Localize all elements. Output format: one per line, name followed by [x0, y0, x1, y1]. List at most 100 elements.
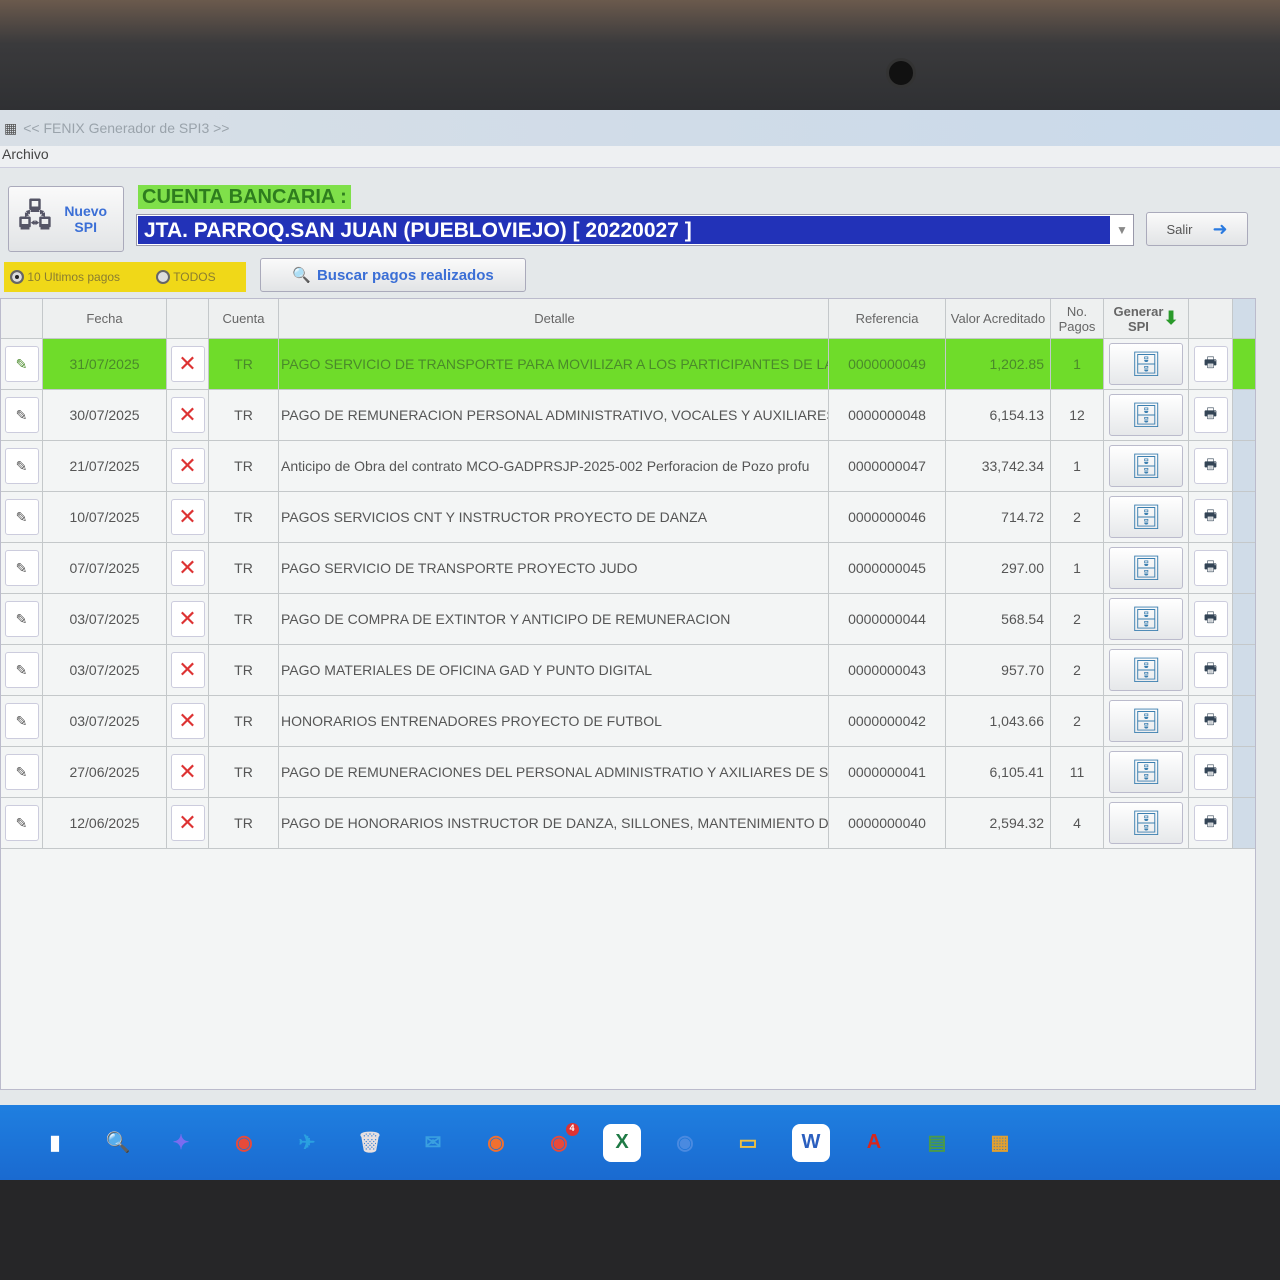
generar-spi-button[interactable]: 🗄 — [1109, 802, 1183, 844]
edit-icon[interactable]: ✎ — [4, 346, 39, 382]
edit-icon[interactable]: ✎ — [4, 754, 39, 790]
edit-icon[interactable]: ✎ — [4, 499, 39, 535]
print-icon[interactable]: 🖶 — [1193, 550, 1228, 586]
cell-fecha: 30/07/2025 — [43, 390, 167, 440]
salir-button[interactable]: Salir ➜ — [1146, 212, 1248, 246]
excel-icon[interactable]: X — [603, 1123, 641, 1162]
generar-spi-button[interactable]: 🗄 — [1109, 547, 1183, 589]
edit-icon[interactable]: ✎ — [4, 397, 39, 433]
scrollbar-track[interactable] — [1233, 645, 1255, 695]
generar-spi-button[interactable]: 🗄 — [1109, 751, 1183, 793]
chrome-profile-icon[interactable]: ◉ — [676, 1132, 694, 1154]
generar-spi-button[interactable]: 🗄 — [1109, 445, 1183, 487]
nuevo-spi-button[interactable]: 🖧 Nuevo SPI — [8, 186, 124, 252]
acrobat-icon[interactable]: A — [866, 1131, 882, 1153]
edit-icon[interactable]: ✎ — [4, 652, 39, 688]
chrome-badge-icon[interactable]: ◉ 4 — [540, 1123, 579, 1162]
print-icon[interactable]: 🖶 — [1193, 448, 1228, 484]
cell-pagos: 1 — [1051, 339, 1104, 389]
generar-spi-button[interactable]: 🗄 — [1109, 394, 1183, 436]
delete-icon[interactable]: ✕ — [170, 703, 205, 739]
table-row[interactable]: ✎ 21/07/2025 ✕ TR Anticipo de Obra del c… — [1, 441, 1255, 492]
radio-10-ultimos[interactable]: 10 Ultimos pagos — [10, 270, 120, 285]
header-detalle[interactable]: Detalle — [279, 299, 829, 338]
app-icon[interactable]: ▤ — [927, 1132, 947, 1154]
print-icon[interactable]: 🖶 — [1193, 652, 1228, 688]
table-row[interactable]: ✎ 31/07/2025 ✕ TR PAGO SERVICIO DE TRANS… — [1, 339, 1255, 390]
delete-icon[interactable]: ✕ — [170, 652, 205, 688]
table-row[interactable]: ✎ 03/07/2025 ✕ TR PAGO DE COMPRA DE EXTI… — [1, 594, 1255, 645]
header-generar[interactable]: Generar SPI ⬇ — [1104, 299, 1189, 338]
scrollbar-track[interactable] — [1233, 441, 1255, 491]
print-icon[interactable]: 🖶 — [1193, 703, 1228, 739]
edit-icon[interactable]: ✎ — [4, 448, 39, 484]
delete-icon[interactable]: ✕ — [170, 805, 205, 841]
print-icon[interactable]: 🖶 — [1193, 346, 1228, 382]
scrollbar-track[interactable] — [1233, 543, 1255, 593]
generar-spi-button[interactable]: 🗄 — [1109, 496, 1183, 538]
windows-icon[interactable]: ▮ — [49, 1132, 61, 1154]
cell-cuenta: TR — [209, 798, 279, 848]
cell-pagos: 1 — [1051, 543, 1104, 593]
delete-icon[interactable]: ✕ — [170, 754, 205, 790]
table-row[interactable]: ✎ 03/07/2025 ✕ TR PAGO MATERIALES DE OFI… — [1, 645, 1255, 696]
server-stack-icon: 🗄 — [1130, 656, 1162, 684]
buscar-pagos-button[interactable]: 🔍 Buscar pagos realizados — [260, 258, 526, 292]
firefox-icon[interactable]: ◉ — [487, 1132, 505, 1154]
telegram-icon[interactable]: ✈ — [298, 1132, 316, 1154]
mail-icon[interactable]: ✉ — [424, 1132, 442, 1154]
scrollbar-track[interactable] — [1233, 798, 1255, 848]
header-cuenta[interactable]: Cuenta — [209, 299, 279, 338]
scrollbar-track[interactable] — [1233, 696, 1255, 746]
table-row[interactable]: ✎ 27/06/2025 ✕ TR PAGO DE REMUNERACIONES… — [1, 747, 1255, 798]
edit-icon[interactable]: ✎ — [4, 805, 39, 841]
generar-spi-button[interactable]: 🗄 — [1109, 343, 1183, 385]
scrollbar-track[interactable] — [1233, 594, 1255, 644]
chrome-icon[interactable]: ◉ — [235, 1132, 253, 1154]
fenix-icon[interactable]: ▦ — [990, 1132, 1010, 1154]
generar-spi-button[interactable]: 🗄 — [1109, 700, 1183, 742]
folder-icon[interactable]: ▭ — [738, 1132, 758, 1154]
generar-spi-button[interactable]: 🗄 — [1109, 649, 1183, 691]
table-row[interactable]: ✎ 03/07/2025 ✕ TR HONORARIOS ENTRENADORE… — [1, 696, 1255, 747]
scrollbar-track[interactable] — [1233, 747, 1255, 797]
edit-icon[interactable]: ✎ — [4, 703, 39, 739]
table-row[interactable]: ✎ 07/07/2025 ✕ TR PAGO SERVICIO DE TRANS… — [1, 543, 1255, 594]
cell-valor: 957.70 — [946, 645, 1051, 695]
word-icon[interactable]: W — [792, 1123, 830, 1162]
edit-icon[interactable]: ✎ — [4, 550, 39, 586]
header-pagos[interactable]: No. Pagos — [1051, 299, 1104, 338]
cell-cuenta: TR — [209, 543, 279, 593]
generar-spi-button[interactable]: 🗄 — [1109, 598, 1183, 640]
search-document-icon: 🔍 — [292, 267, 311, 284]
header-fecha[interactable]: Fecha — [43, 299, 167, 338]
edit-icon[interactable]: ✎ — [4, 601, 39, 637]
delete-icon[interactable]: ✕ — [170, 397, 205, 433]
scrollbar-track[interactable] — [1233, 339, 1255, 389]
print-icon[interactable]: 🖶 — [1193, 601, 1228, 637]
delete-icon[interactable]: ✕ — [170, 499, 205, 535]
scrollbar[interactable] — [1233, 299, 1255, 338]
chevron-down-icon[interactable]: ▼ — [1116, 223, 1128, 237]
scrollbar-track[interactable] — [1233, 492, 1255, 542]
print-icon[interactable]: 🖶 — [1193, 754, 1228, 790]
copilot-icon[interactable]: ✦ — [172, 1132, 190, 1154]
delete-icon[interactable]: ✕ — [170, 550, 205, 586]
delete-icon[interactable]: ✕ — [170, 346, 205, 382]
header-referencia[interactable]: Referencia — [829, 299, 946, 338]
print-icon[interactable]: 🖶 — [1193, 499, 1228, 535]
delete-icon[interactable]: ✕ — [170, 601, 205, 637]
table-row[interactable]: ✎ 12/06/2025 ✕ TR PAGO DE HONORARIOS INS… — [1, 798, 1255, 849]
menu-archivo[interactable]: Archivo — [2, 146, 49, 162]
header-valor[interactable]: Valor Acreditado — [946, 299, 1051, 338]
print-icon[interactable]: 🖶 — [1193, 805, 1228, 841]
cuenta-bancaria-select[interactable]: JTA. PARROQ.SAN JUAN (PUEBLOVIEJO) [ 202… — [136, 214, 1134, 246]
table-row[interactable]: ✎ 10/07/2025 ✕ TR PAGOS SERVICIOS CNT Y … — [1, 492, 1255, 543]
search-icon[interactable]: 🔍 — [105, 1132, 131, 1154]
radio-todos[interactable]: TODOS — [156, 270, 216, 285]
delete-icon[interactable]: ✕ — [170, 448, 205, 484]
recycle-icon[interactable]: 🗑 — [357, 1132, 383, 1154]
scrollbar-track[interactable] — [1233, 390, 1255, 440]
table-row[interactable]: ✎ 30/07/2025 ✕ TR PAGO DE REMUNERACION P… — [1, 390, 1255, 441]
print-icon[interactable]: 🖶 — [1193, 397, 1228, 433]
